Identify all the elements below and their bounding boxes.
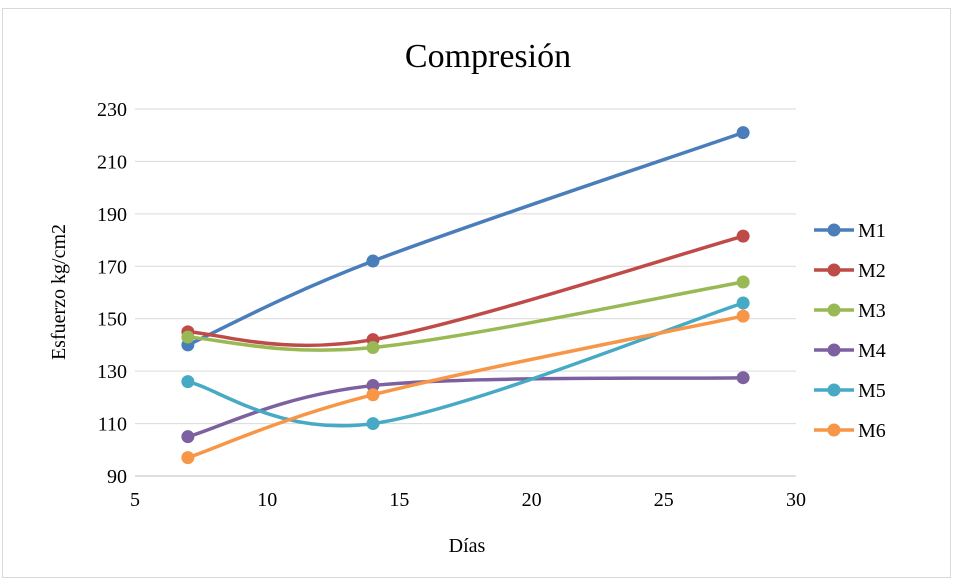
series-m6 [181, 309, 750, 465]
data-point [736, 229, 750, 243]
series-line [186, 375, 745, 439]
y-tick-label: 130 [97, 361, 127, 383]
y-tick-label: 170 [97, 256, 127, 278]
chart-frame [2, 8, 951, 578]
legend-item-m3: M3 [814, 300, 886, 322]
data-point [181, 330, 195, 344]
series-line [186, 314, 745, 460]
legend-label: M4 [858, 340, 886, 362]
series-m3 [181, 275, 750, 355]
legend-label: M1 [858, 220, 886, 242]
series-line [186, 280, 745, 352]
legend-label: M6 [858, 420, 886, 442]
data-point [366, 388, 380, 402]
data-point [736, 296, 750, 310]
data-point [736, 126, 750, 140]
y-tick-label: 110 [98, 414, 127, 436]
series-line [186, 234, 745, 348]
legend-marker [827, 223, 841, 237]
legend-marker [827, 423, 841, 437]
data-point [181, 375, 195, 389]
legend-marker [827, 263, 841, 277]
y-tick-label: 210 [97, 151, 127, 173]
series-m2 [181, 229, 750, 348]
legend-item-m5: M5 [814, 380, 886, 402]
legend-label: M5 [858, 380, 886, 402]
x-axis-label: Días [449, 535, 486, 557]
data-point [736, 309, 750, 323]
legend-marker [827, 383, 841, 397]
x-tick-label: 20 [522, 489, 542, 511]
legend-item-m1: M1 [814, 220, 886, 242]
x-tick-label: 30 [786, 489, 806, 511]
y-axis-label: Esfuerzo kg/cm2 [48, 224, 70, 360]
legend-label: M2 [858, 260, 886, 282]
y-tick-label: 190 [97, 204, 127, 226]
data-point [366, 254, 380, 268]
data-point [736, 371, 750, 385]
legend-marker [827, 303, 841, 317]
legend-label: M3 [858, 300, 886, 322]
y-tick-label: 150 [97, 309, 127, 331]
y-tick-label: 230 [97, 99, 127, 121]
legend-item-m2: M2 [814, 260, 886, 282]
series-layer [181, 126, 750, 465]
x-tick-label: 5 [130, 489, 140, 511]
data-point [366, 341, 380, 355]
gridlines [135, 108, 796, 477]
series-line [186, 130, 745, 347]
y-tick-label: 90 [107, 466, 127, 488]
legend-item-m6: M6 [814, 420, 886, 442]
x-tick-label: 15 [389, 489, 409, 511]
chart-title: Compresión [405, 38, 571, 75]
legend: M1 M2 M3 M4 M5 M6 [814, 220, 886, 442]
data-point [366, 379, 380, 393]
data-point [181, 451, 195, 465]
data-point [181, 430, 195, 444]
legend-item-m4: M4 [814, 340, 886, 362]
y-tick-labels: 90 110 130 150 170 190 210 230 [97, 99, 127, 488]
x-tick-label: 25 [654, 489, 674, 511]
x-tick-labels: 5 10 15 20 25 30 [130, 489, 806, 511]
data-point [366, 417, 380, 431]
data-point [736, 275, 750, 289]
series-m4 [181, 371, 750, 444]
x-tick-label: 10 [257, 489, 277, 511]
legend-marker [827, 343, 841, 357]
